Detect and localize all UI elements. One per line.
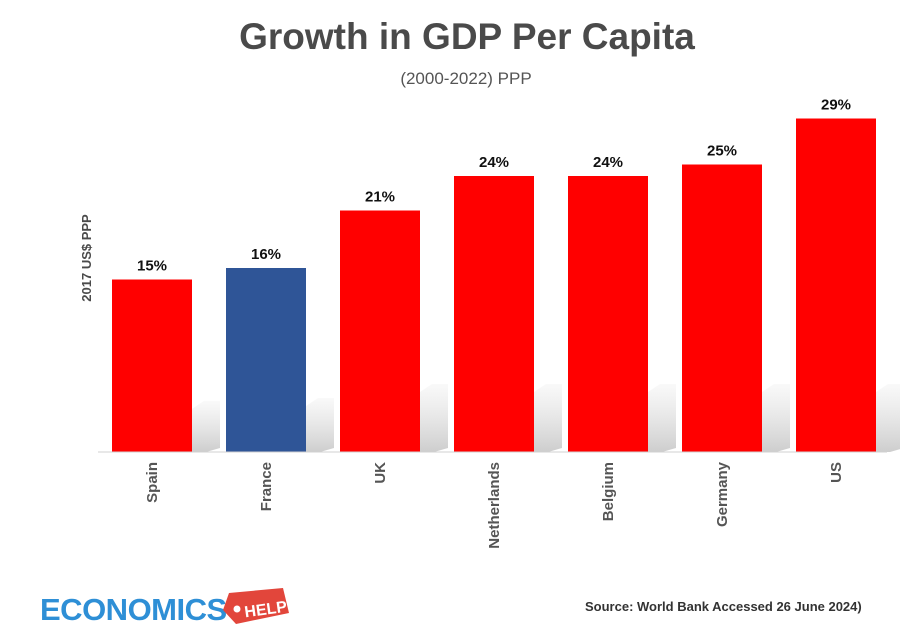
bar-spain [112, 279, 192, 452]
bar-shadow-france [306, 398, 334, 452]
x-tick-belgium: Belgium [600, 462, 617, 521]
data-label-us: 29% [821, 97, 851, 114]
y-axis-label: 2017 US$ PPP [79, 214, 94, 302]
x-tick-germany: Germany [714, 461, 731, 527]
data-label-germany: 25% [707, 143, 737, 160]
bar-shadow-uk [420, 384, 448, 452]
bar-shadow-spain [192, 400, 220, 452]
data-label-netherlands: 24% [479, 154, 509, 171]
bar-uk [340, 210, 420, 452]
data-label-belgium: 24% [593, 154, 623, 171]
x-tick-spain: Spain [144, 462, 161, 503]
chart-subtitle: (2000-2022) PPP [400, 69, 531, 88]
x-tick-labels: Spain France UK Netherlands Belgium Germany US [144, 461, 845, 548]
x-tick-us: US [828, 462, 845, 483]
bar-shadow-belgium [648, 384, 676, 452]
bar-shadow-germany [762, 384, 790, 452]
data-label-uk: 21% [365, 189, 395, 206]
bar-shadows [192, 384, 900, 452]
bars [112, 118, 876, 452]
bar-us [796, 118, 876, 452]
logo-word: ECONOMICS [40, 592, 227, 627]
x-tick-france: France [258, 462, 275, 511]
economics-help-logo: ECONOMICS HELP [40, 588, 289, 627]
bar-shadow-netherlands [534, 384, 562, 452]
bar-belgium [568, 176, 648, 452]
logo-tag: HELP [243, 599, 288, 622]
bar-shadow-us [876, 384, 900, 452]
chart-title: Growth in GDP Per Capita [239, 16, 695, 57]
bar-germany [682, 164, 762, 452]
x-tick-netherlands: Netherlands [486, 462, 503, 549]
bar-france [226, 268, 306, 452]
data-label-france: 16% [251, 246, 281, 263]
data-label-spain: 15% [137, 258, 167, 275]
source-note: Source: World Bank Accessed 26 June 2024… [585, 599, 862, 614]
help-tag-icon: HELP [223, 588, 289, 624]
bar-netherlands [454, 176, 534, 452]
data-labels: 15% 16% 21% 24% 24% 25% 29% [137, 97, 851, 275]
x-tick-uk: UK [372, 462, 389, 484]
